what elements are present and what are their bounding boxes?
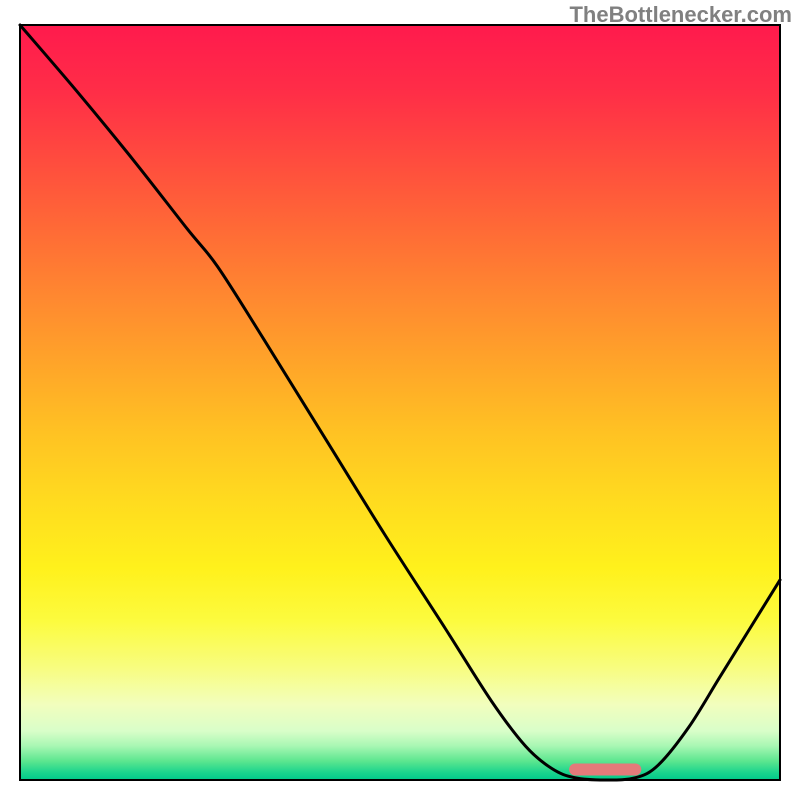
chart-svg [0, 0, 800, 800]
watermark-text: TheBottlenecker.com [569, 2, 792, 28]
gradient-background [20, 25, 780, 780]
optimal-range-marker [569, 763, 641, 775]
bottleneck-chart: TheBottlenecker.com [0, 0, 800, 800]
